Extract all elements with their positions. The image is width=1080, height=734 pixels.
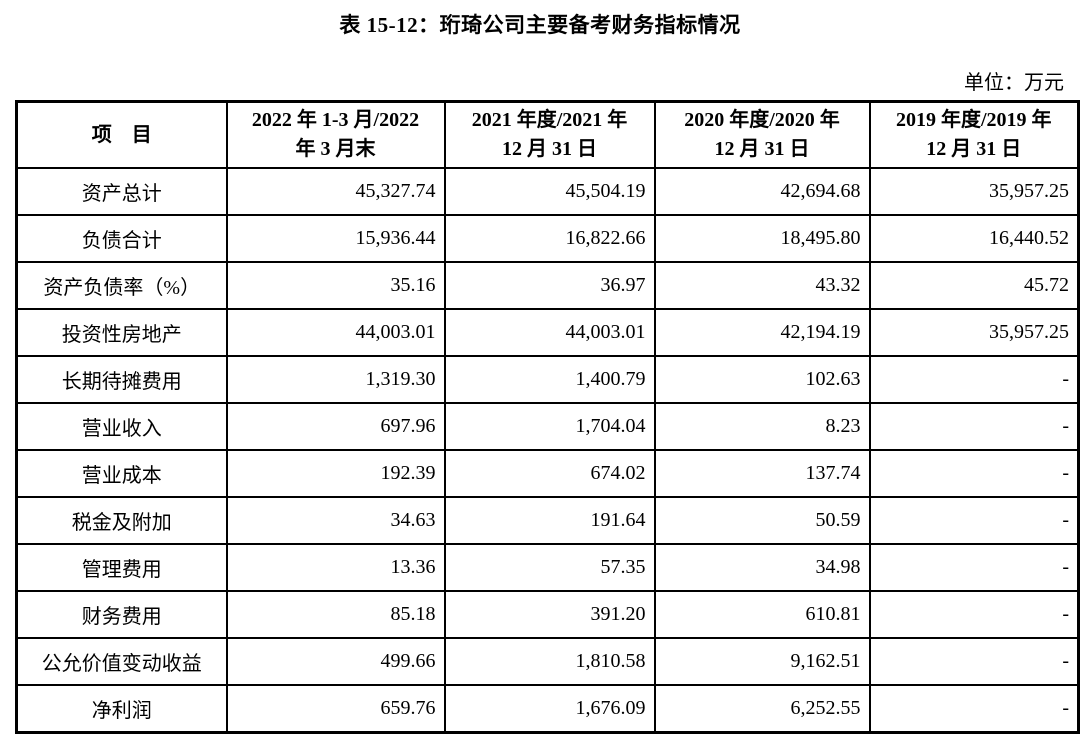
row-value: -	[868, 543, 1080, 592]
row-value: -	[868, 355, 1080, 404]
header-item: 项 目	[15, 100, 228, 169]
row-label: 营业成本	[15, 449, 228, 498]
row-value: 697.96	[225, 402, 446, 451]
table-header: 项 目 2022 年 1-3 月/2022 年 3 月末 2021 年度/202…	[15, 100, 1080, 169]
row-value: 35.16	[225, 261, 446, 310]
row-value: 8.23	[653, 402, 871, 451]
row-value: 34.63	[225, 496, 446, 545]
row-value: 1,704.04	[443, 402, 656, 451]
header-2020: 2020 年度/2020 年 12 月 31 日	[653, 100, 871, 169]
row-value: 35,957.25	[868, 308, 1080, 357]
row-value: 44,003.01	[443, 308, 656, 357]
page-title: 表 15-12：珩琦公司主要备考财务指标情况	[339, 13, 741, 37]
row-value: 57.35	[443, 543, 656, 592]
row-value: 137.74	[653, 449, 871, 498]
row-value: 192.39	[225, 449, 446, 498]
row-label: 管理费用	[15, 543, 228, 592]
row-label: 财务费用	[15, 590, 228, 639]
row-value: 13.36	[225, 543, 446, 592]
row-value: 42,194.19	[653, 308, 871, 357]
row-label: 净利润	[15, 684, 228, 734]
row-label: 资产总计	[15, 167, 228, 216]
row-value: 42,694.68	[653, 167, 871, 216]
row-value: 44,003.01	[225, 308, 446, 357]
table-row: 税金及附加 34.63 191.64 50.59 -	[15, 496, 1080, 545]
header-row: 项 目 2022 年 1-3 月/2022 年 3 月末 2021 年度/202…	[15, 100, 1080, 169]
row-value: 6,252.55	[653, 684, 871, 734]
row-label: 投资性房地产	[15, 308, 228, 357]
row-value: 102.63	[653, 355, 871, 404]
row-value: 16,822.66	[443, 214, 656, 263]
row-value: 659.76	[225, 684, 446, 734]
row-label: 长期待摊费用	[15, 355, 228, 404]
table-row: 营业收入 697.96 1,704.04 8.23 -	[15, 402, 1080, 451]
row-value: 9,162.51	[653, 637, 871, 686]
row-value: -	[868, 637, 1080, 686]
row-value: -	[868, 449, 1080, 498]
table-row: 营业成本 192.39 674.02 137.74 -	[15, 449, 1080, 498]
row-label: 营业收入	[15, 402, 228, 451]
table-body: 资产总计 45,327.74 45,504.19 42,694.68 35,95…	[15, 167, 1080, 734]
row-value: 85.18	[225, 590, 446, 639]
row-value: 1,400.79	[443, 355, 656, 404]
table-row: 负债合计 15,936.44 16,822.66 18,495.80 16,44…	[15, 214, 1080, 263]
row-value: 1,319.30	[225, 355, 446, 404]
row-value: 45,504.19	[443, 167, 656, 216]
row-value: -	[868, 684, 1080, 734]
row-value: 1,676.09	[443, 684, 656, 734]
row-value: 391.20	[443, 590, 656, 639]
row-label: 公允价值变动收益	[15, 637, 228, 686]
unit-label: 单位：万元	[964, 72, 1064, 94]
row-value: -	[868, 590, 1080, 639]
table-row: 投资性房地产 44,003.01 44,003.01 42,194.19 35,…	[15, 308, 1080, 357]
header-2019: 2019 年度/2019 年 12 月 31 日	[868, 100, 1080, 169]
row-value: 191.64	[443, 496, 656, 545]
row-value: 16,440.52	[868, 214, 1080, 263]
row-value: 45,327.74	[225, 167, 446, 216]
table-row: 财务费用 85.18 391.20 610.81 -	[15, 590, 1080, 639]
row-value: 35,957.25	[868, 167, 1080, 216]
row-value: 43.32	[653, 261, 871, 310]
row-label: 负债合计	[15, 214, 228, 263]
financial-indicators-table: 项 目 2022 年 1-3 月/2022 年 3 月末 2021 年度/202…	[15, 100, 1080, 734]
header-2022: 2022 年 1-3 月/2022 年 3 月末	[225, 100, 446, 169]
row-value: 674.02	[443, 449, 656, 498]
table-row: 管理费用 13.36 57.35 34.98 -	[15, 543, 1080, 592]
table-row: 净利润 659.76 1,676.09 6,252.55 -	[15, 684, 1080, 734]
row-value: 50.59	[653, 496, 871, 545]
table-row: 长期待摊费用 1,319.30 1,400.79 102.63 -	[15, 355, 1080, 404]
row-value: 34.98	[653, 543, 871, 592]
table-row: 资产负债率（%） 35.16 36.97 43.32 45.72	[15, 261, 1080, 310]
header-2021: 2021 年度/2021 年 12 月 31 日	[443, 100, 656, 169]
row-value: 610.81	[653, 590, 871, 639]
row-value: 15,936.44	[225, 214, 446, 263]
row-value: 45.72	[868, 261, 1080, 310]
table-row: 公允价值变动收益 499.66 1,810.58 9,162.51 -	[15, 637, 1080, 686]
row-value: 18,495.80	[653, 214, 871, 263]
row-value: -	[868, 496, 1080, 545]
row-value: 36.97	[443, 261, 656, 310]
row-value: -	[868, 402, 1080, 451]
row-value: 499.66	[225, 637, 446, 686]
row-label: 税金及附加	[15, 496, 228, 545]
table-row: 资产总计 45,327.74 45,504.19 42,694.68 35,95…	[15, 167, 1080, 216]
row-value: 1,810.58	[443, 637, 656, 686]
row-label: 资产负债率（%）	[15, 261, 228, 310]
